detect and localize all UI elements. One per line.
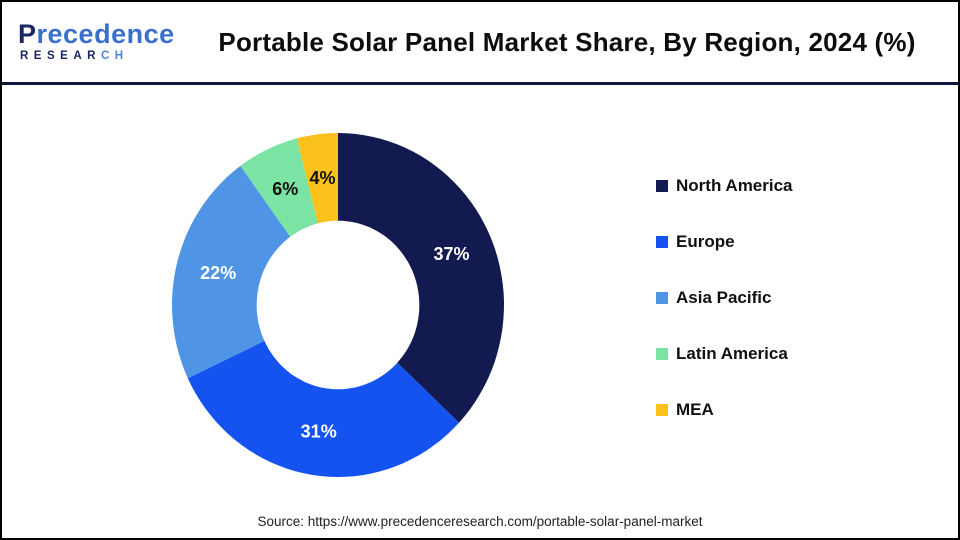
legend-label: Europe: [676, 232, 735, 251]
legend-swatch: [656, 180, 668, 192]
logo-subtitle: RESEARCH: [20, 51, 186, 63]
logo-subtitle-accent: CH: [100, 50, 129, 63]
chart-legend: North America Europe Asia Pacific Latin Ame…: [656, 158, 793, 438]
donut-slice-europe: [187, 340, 460, 477]
logo-wordmark-rest: recedence: [36, 19, 175, 50]
legend-label: Asia Pacific: [676, 288, 772, 307]
chart-title: Portable Solar Panel Market Share, By Re…: [218, 26, 916, 57]
legend-item-north-america: North America: [656, 158, 793, 214]
slice-value-label: 31%: [301, 422, 337, 442]
legend-label: Latin America: [676, 344, 788, 363]
donut-slice-mea: [296, 133, 338, 224]
donut-slice-asia-pacific: [172, 165, 291, 379]
donut-chart: 37% 31% 22% 6% 4%: [172, 133, 504, 477]
logo-subtitle-main: RESEAR: [20, 50, 101, 63]
header: Precedence RESEARCH Portable Solar Panel…: [2, 2, 958, 85]
legend-swatch: [656, 292, 668, 304]
logo-initial: P: [18, 19, 37, 50]
legend-item-latin-america: Latin America: [656, 326, 793, 382]
legend-item-mea: MEA: [656, 382, 793, 438]
slice-value-label: 22%: [200, 263, 236, 283]
legend-swatch: [656, 404, 668, 416]
legend-item-europe: Europe: [656, 214, 793, 270]
slice-value-label: 37%: [433, 244, 469, 264]
logo-wordmark: Precedence: [18, 21, 186, 48]
donut-slice-north-america: [338, 133, 504, 423]
slice-value-label: 4%: [309, 168, 335, 188]
legend-swatch: [656, 348, 668, 360]
legend-swatch: [656, 236, 668, 248]
chart-area: 37% 31% 22% 6% 4% North America Europe Asia Pa…: [2, 85, 958, 525]
slice-value-label: 6%: [272, 179, 298, 199]
legend-item-asia-pacific: Asia Pacific: [656, 270, 793, 326]
donut-slice-latin-america: [240, 138, 318, 237]
precedence-research-logo: Precedence RESEARCH: [18, 21, 186, 63]
source-note: Source: https://www.precedenceresearch.c…: [257, 514, 703, 529]
legend-label: North America: [676, 176, 793, 195]
legend-label: MEA: [676, 400, 714, 419]
